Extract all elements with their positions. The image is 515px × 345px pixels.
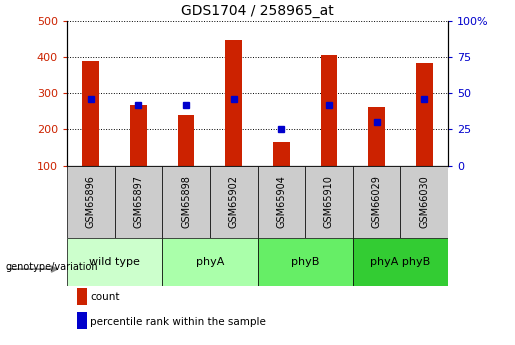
Text: GSM66030: GSM66030: [419, 176, 429, 228]
FancyBboxPatch shape: [258, 166, 305, 238]
Text: GSM65896: GSM65896: [86, 175, 96, 228]
Text: percentile rank within the sample: percentile rank within the sample: [90, 317, 266, 326]
Bar: [226, 40, 242, 166]
FancyBboxPatch shape: [305, 166, 353, 238]
Text: count: count: [90, 293, 119, 302]
FancyBboxPatch shape: [210, 166, 258, 238]
Text: GSM65898: GSM65898: [181, 175, 191, 228]
Text: genotype/variation: genotype/variation: [5, 263, 98, 272]
Text: GSM65904: GSM65904: [277, 175, 286, 228]
Bar: [178, 115, 194, 166]
Bar: [368, 107, 385, 166]
Text: GSM65910: GSM65910: [324, 175, 334, 228]
FancyBboxPatch shape: [67, 238, 162, 286]
Text: GSM65897: GSM65897: [133, 175, 143, 228]
Text: phyB: phyB: [291, 257, 319, 267]
Bar: [273, 142, 289, 166]
Text: GSM65902: GSM65902: [229, 175, 238, 228]
Text: wild type: wild type: [89, 257, 140, 267]
Text: GSM66029: GSM66029: [372, 175, 382, 228]
FancyBboxPatch shape: [258, 238, 353, 286]
Text: phyA phyB: phyA phyB: [370, 257, 431, 267]
Bar: [416, 63, 433, 166]
Bar: [321, 55, 337, 166]
FancyBboxPatch shape: [114, 166, 162, 238]
FancyBboxPatch shape: [162, 238, 258, 286]
Bar: [130, 105, 147, 166]
FancyBboxPatch shape: [401, 166, 448, 238]
Title: GDS1704 / 258965_at: GDS1704 / 258965_at: [181, 4, 334, 18]
Text: phyA: phyA: [196, 257, 224, 267]
Bar: [82, 61, 99, 166]
FancyBboxPatch shape: [67, 166, 114, 238]
FancyBboxPatch shape: [353, 166, 401, 238]
FancyBboxPatch shape: [162, 166, 210, 238]
FancyBboxPatch shape: [353, 238, 448, 286]
